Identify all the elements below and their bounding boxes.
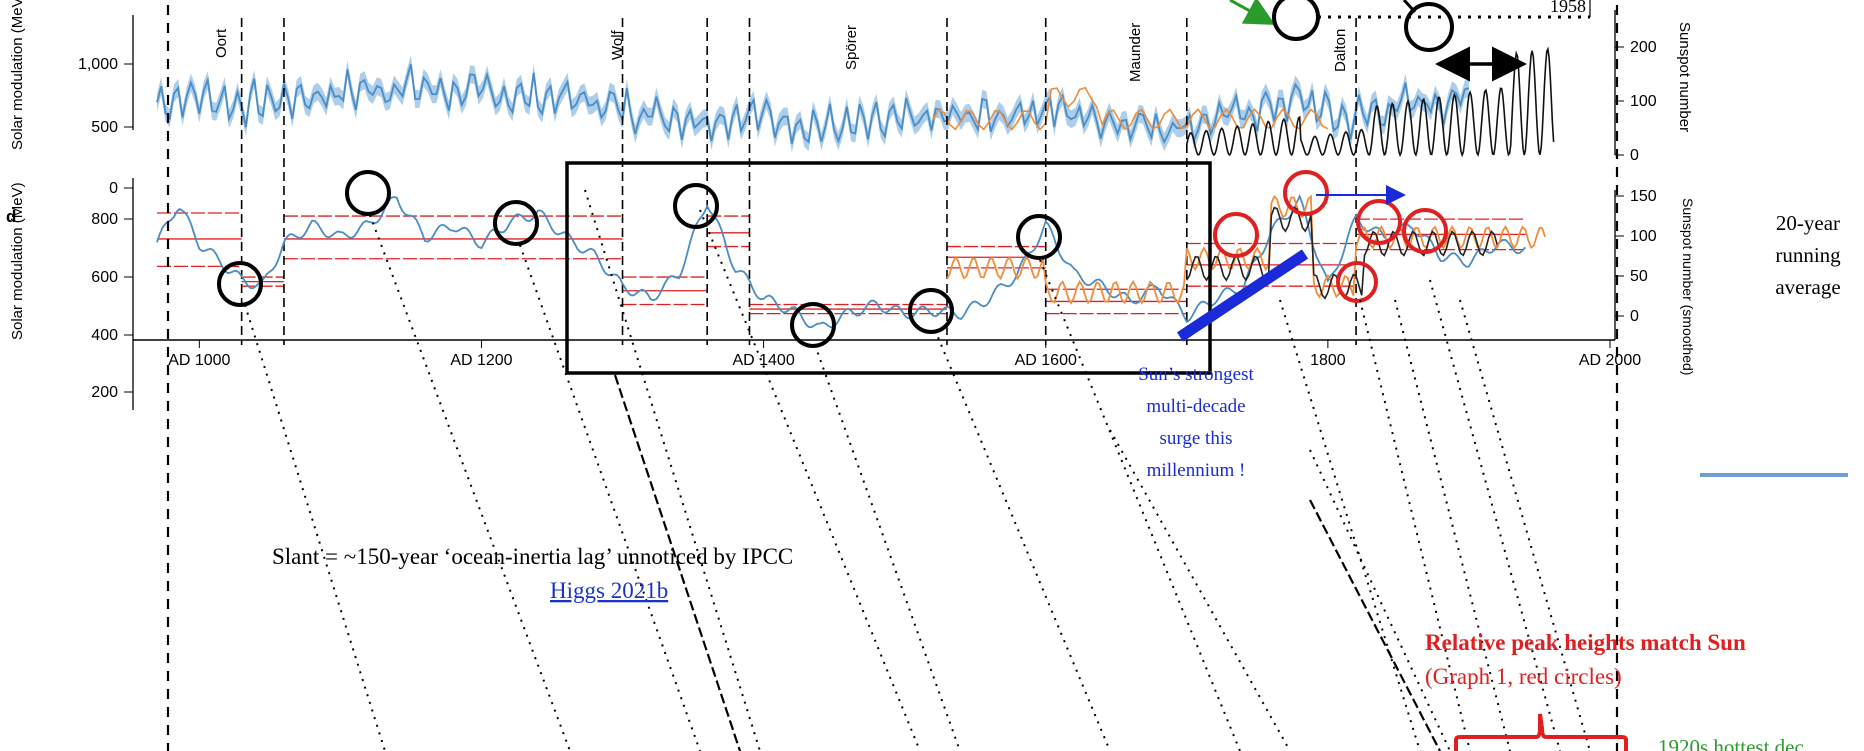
slant-caption: Slant = ~150-year ‘ocean-inertia lag’ un… bbox=[272, 544, 793, 569]
bottom-xticks: AD 1000 AD 1200 AD 1400 AD 1600 1800 AD 2000 bbox=[168, 340, 1641, 369]
solar-modulation-line bbox=[156, 64, 1470, 145]
slant-line bbox=[1429, 279, 1561, 751]
minimum-label-wolf: Wolf bbox=[609, 29, 626, 60]
bottom-xtick-label: AD 1600 bbox=[1015, 352, 1077, 369]
bottom-ytick-label: 400 bbox=[91, 327, 118, 344]
arrow-to-circle bbox=[1402, 0, 1417, 14]
bottom-ylabel: Solar modulation (MeV) bbox=[9, 182, 26, 340]
bottom-ytick-label: 200 bbox=[91, 384, 118, 401]
red-peak-circle bbox=[1336, 261, 1378, 303]
slant-line bbox=[1394, 299, 1511, 751]
peak-circle bbox=[1016, 214, 1062, 260]
bottom-y2tick-label: 150 bbox=[1630, 188, 1657, 205]
orange-line-top bbox=[932, 86, 1329, 131]
red-peak-circle bbox=[1283, 170, 1329, 216]
peak-circle bbox=[673, 183, 719, 229]
orange-series-top bbox=[932, 86, 1329, 131]
minima-circles bbox=[217, 170, 1062, 348]
slant-lag-lines bbox=[244, 189, 1591, 751]
surge-text-line: Sun’s strongest bbox=[1138, 364, 1254, 385]
top-y2tick-label: 0 bbox=[1630, 147, 1639, 164]
bottom-ytick-label: 600 bbox=[91, 269, 118, 286]
top-y2tick-label: 100 bbox=[1630, 93, 1657, 110]
bottom-xtick-label: AD 2000 bbox=[1579, 352, 1641, 369]
slant-line bbox=[934, 329, 1111, 751]
slant-line bbox=[369, 214, 571, 751]
running-average-line: average bbox=[1775, 275, 1840, 299]
slant-line bbox=[519, 244, 701, 751]
top-panel: 1,000 500 Solar modulation (MeV) 200 100… bbox=[9, 0, 1693, 164]
bottom-y2ticks: 0 50 100 150 bbox=[1615, 188, 1657, 325]
bottom-yticks: 0 200 400 600 800 bbox=[91, 180, 133, 401]
panel-letter: d bbox=[6, 207, 16, 226]
slant-line bbox=[1109, 429, 1291, 751]
minimum-label-dalton: Dalton bbox=[1332, 29, 1349, 72]
graph1-note: (Graph 1, red circles) bbox=[1425, 664, 1622, 689]
label-1958: 1958 bbox=[1550, 0, 1586, 16]
slant-line bbox=[1309, 499, 1441, 751]
bottom-ytick-label: 800 bbox=[91, 211, 118, 228]
period-dividers bbox=[240, 18, 1357, 345]
red-circles bbox=[1213, 170, 1448, 303]
running-average-line: 20-year bbox=[1776, 211, 1840, 235]
slant-line bbox=[244, 304, 386, 751]
higgs-link[interactable]: Higgs 2021b bbox=[550, 578, 668, 603]
red-peak-circle bbox=[1356, 199, 1402, 245]
minimum-label-oort: Oort bbox=[213, 28, 230, 58]
top-y2tick-label: 200 bbox=[1630, 39, 1657, 56]
orange-line-bottom bbox=[946, 194, 1546, 305]
surge-bar bbox=[1176, 249, 1309, 342]
slant-line bbox=[613, 374, 742, 751]
peak-circle bbox=[345, 170, 391, 216]
bottom-xtick-label: AD 1200 bbox=[450, 352, 512, 369]
top-ytick-label: 500 bbox=[91, 119, 118, 136]
top-ylabel: Solar modulation (MeV) bbox=[9, 0, 26, 150]
red-peak-circle bbox=[1213, 212, 1259, 258]
bottom-xtick-label: AD 1000 bbox=[168, 352, 230, 369]
slant-line bbox=[1279, 299, 1421, 751]
top-ytick-label: 1,000 bbox=[78, 56, 118, 73]
surge-text-line: surge this bbox=[1159, 428, 1232, 449]
sunspot-number-series bbox=[1186, 46, 1555, 158]
slant-line bbox=[814, 344, 961, 751]
peak-circle bbox=[790, 302, 836, 348]
red-peak-circle bbox=[1402, 208, 1448, 254]
bottom-y2tick-label: 0 bbox=[1630, 308, 1639, 325]
green-arrow bbox=[1229, 0, 1276, 25]
sunspot-line bbox=[1186, 46, 1555, 158]
peak-circle bbox=[217, 261, 263, 307]
peak-circle bbox=[1272, 0, 1320, 41]
slant-line bbox=[1309, 449, 1451, 751]
peak-circle bbox=[493, 200, 539, 246]
slant-line bbox=[1039, 259, 1241, 751]
solar-modulation-series bbox=[156, 64, 1470, 145]
bottom-y2label: Sunspot number (smoothed) bbox=[1680, 198, 1696, 375]
bottom-y2tick-label: 50 bbox=[1630, 268, 1648, 285]
bottom-right-green-text: 1920s hottest dec bbox=[1658, 735, 1804, 751]
bottom-ytick-label: 0 bbox=[109, 180, 118, 197]
running-average-line: running bbox=[1775, 243, 1841, 267]
minimum-label-maunder: Maunder bbox=[1127, 23, 1144, 82]
slant-line bbox=[1359, 299, 1471, 751]
surge-text-line: millennium ! bbox=[1147, 460, 1246, 481]
peak-circle bbox=[908, 288, 954, 334]
orange-series-bottom bbox=[946, 194, 1546, 305]
red-bracket bbox=[1454, 713, 1628, 751]
slant-line bbox=[584, 189, 761, 751]
minimum-label-sporer: Spörer bbox=[843, 25, 860, 70]
peak-circle bbox=[1404, 2, 1454, 52]
highlight-box bbox=[565, 161, 1212, 375]
bottom-xtick-label: AD 1400 bbox=[732, 352, 794, 369]
slant-line bbox=[699, 209, 921, 751]
top-y2label: Sunspot number bbox=[1676, 22, 1693, 132]
bottom-y2tick-label: 100 bbox=[1630, 228, 1657, 245]
bottom-xtick-label: 1800 bbox=[1310, 352, 1346, 369]
bottom-panel: 0 200 400 600 800 d Solar modulation (MeV) A… bbox=[6, 18, 1696, 410]
surge-text-line: multi-decade bbox=[1146, 396, 1245, 417]
relative-peaks-text: Relative peak heights match Sun bbox=[1425, 630, 1746, 655]
